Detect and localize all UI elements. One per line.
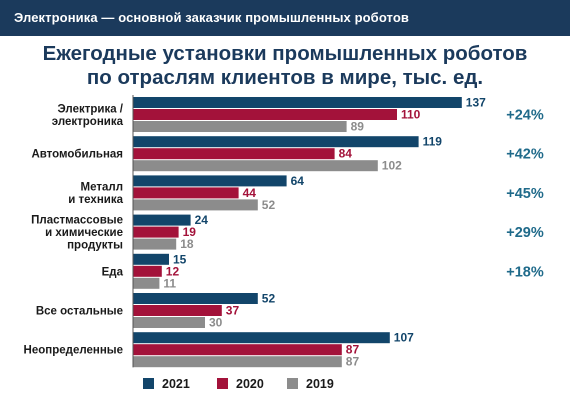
value-label: 107	[394, 331, 414, 345]
chart-title-line-2: по отраслям клиентов в мире, тыс. ед.	[86, 66, 484, 89]
category-label: и техника	[68, 194, 123, 206]
category-label: Электрика /	[58, 103, 124, 115]
bar-2021	[133, 332, 390, 344]
value-label: 12	[166, 264, 180, 278]
bar-2020	[133, 265, 162, 277]
value-label: 87	[346, 343, 360, 357]
bar-2020	[133, 187, 239, 199]
chart-title-line-1: Ежегодные установки промышленных роботов	[42, 42, 528, 65]
bar-2021	[133, 175, 287, 187]
value-label: 15	[173, 252, 187, 266]
bar-2021	[133, 97, 462, 108]
category-label: электроника	[52, 116, 124, 128]
value-label: 19	[183, 225, 197, 239]
value-label: 52	[262, 292, 276, 306]
category-label: и химические	[45, 227, 123, 239]
value-label: 30	[209, 316, 223, 330]
value-label: 11	[163, 276, 176, 290]
bar-2019	[133, 317, 205, 328]
value-label: 89	[351, 120, 365, 134]
value-label: 87	[346, 355, 360, 369]
bar-2019	[133, 160, 378, 172]
bar-2021	[133, 253, 169, 265]
legend-label-2019: 2019	[306, 377, 334, 391]
value-label: 84	[339, 147, 353, 161]
value-label: 24	[195, 213, 209, 227]
category-label: Пластмассовые	[31, 215, 123, 227]
value-label: 44	[243, 186, 257, 200]
bar-2021	[133, 136, 419, 148]
bar-2021	[133, 293, 258, 304]
value-label: 119	[423, 135, 443, 149]
legend-swatch-2020	[217, 378, 228, 389]
category-label: Автомобильная	[31, 149, 123, 161]
bar-2021	[133, 214, 191, 226]
value-label: 37	[226, 304, 240, 318]
category-label: Металл	[81, 182, 123, 194]
value-label: 64	[291, 174, 305, 188]
legend-label-2020: 2020	[236, 377, 264, 391]
growth-label: +45%	[506, 186, 544, 202]
value-label: 137	[466, 96, 486, 110]
bar-2019	[133, 199, 258, 211]
legend-swatch-2019	[287, 378, 298, 389]
legend-label-2021: 2021	[162, 377, 190, 391]
chart-title: Ежегодные установки промышленных роботов…	[0, 42, 570, 90]
legend-swatch-2021	[143, 378, 154, 389]
value-label: 18	[180, 237, 194, 251]
growth-label: +18%	[506, 264, 544, 280]
header-text: Электроника — основной заказчик промышле…	[14, 10, 409, 25]
bar-2020	[133, 109, 397, 120]
header-bar: Электроника — основной заказчик промышле…	[0, 0, 570, 36]
growth-label: +42%	[506, 147, 544, 163]
category-label: Неопределенные	[24, 345, 123, 357]
growth-label: +24%	[506, 108, 544, 124]
category-label: Еда	[102, 266, 124, 278]
bar-2020	[133, 148, 335, 160]
bar-2020	[133, 344, 342, 356]
category-label: Все остальные	[36, 306, 123, 318]
growth-label: +29%	[506, 225, 544, 241]
value-label: 110	[401, 108, 421, 122]
bar-2019	[133, 356, 342, 368]
bar-2019	[133, 121, 347, 132]
bar-2020	[133, 226, 179, 238]
bar-2019	[133, 238, 177, 250]
value-label: 102	[382, 159, 402, 173]
category-label: продукты	[67, 240, 123, 252]
bar-2019	[133, 277, 160, 289]
bar-2020	[133, 305, 222, 316]
value-label: 52	[262, 198, 276, 212]
